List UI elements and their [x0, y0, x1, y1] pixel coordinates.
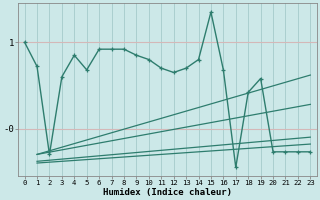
X-axis label: Humidex (Indice chaleur): Humidex (Indice chaleur)	[103, 188, 232, 197]
